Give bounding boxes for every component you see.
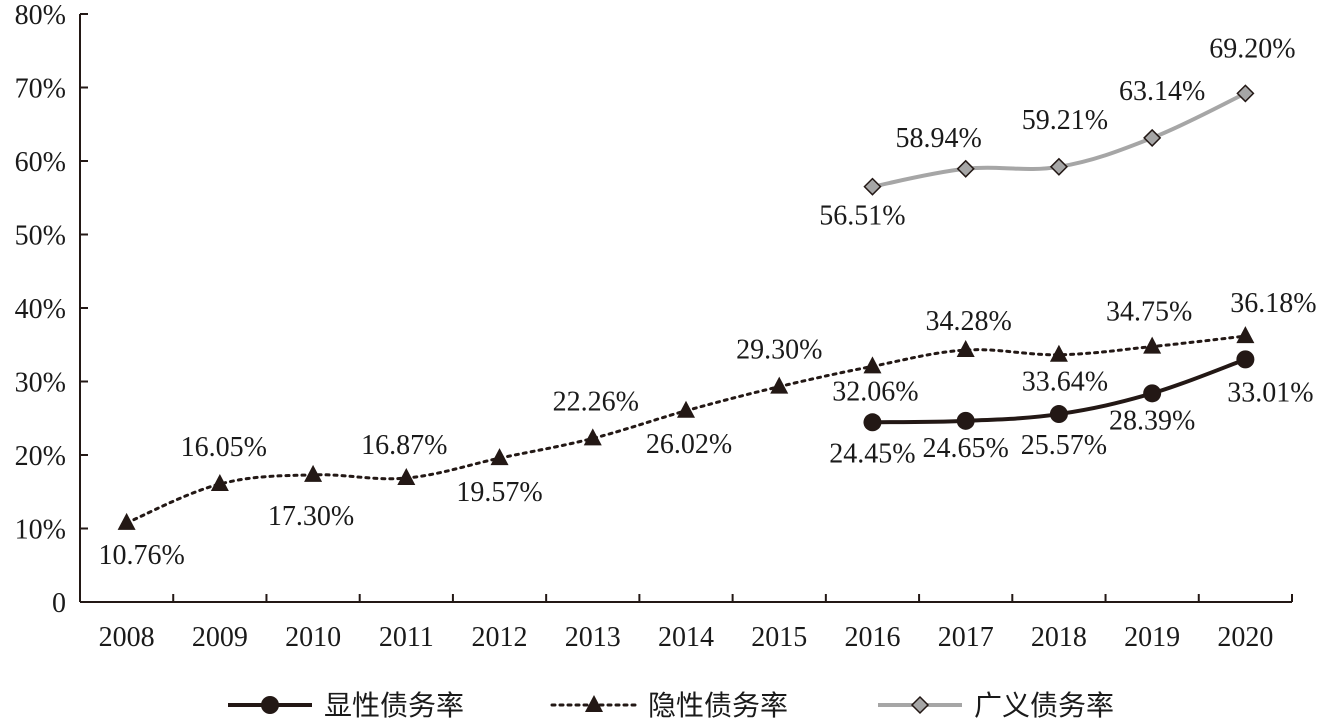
- series-marker-implicit: [956, 340, 975, 358]
- data-label-explicit: 24.65%: [923, 433, 1009, 464]
- series-marker-implicit: [1236, 326, 1255, 344]
- data-label-implicit: 10.76%: [98, 540, 184, 571]
- x-tick-label: 2016: [844, 622, 900, 653]
- data-label-broad: 59.21%: [1022, 105, 1108, 136]
- data-label-broad: 69.20%: [1209, 33, 1295, 64]
- y-tick-label: 60%: [15, 147, 66, 178]
- data-label-implicit: 32.06%: [832, 376, 918, 407]
- data-label-explicit: 25.57%: [1021, 430, 1107, 461]
- data-label-explicit: 28.39%: [1109, 405, 1195, 436]
- series-marker-implicit: [1143, 336, 1162, 354]
- series-marker-broad: [1143, 128, 1162, 147]
- y-tick-label: 0: [52, 588, 66, 619]
- series-marker-explicit: [1143, 384, 1162, 403]
- series-marker-explicit: [956, 411, 975, 430]
- legend: 显性债务率 隐性债务率 广义债务率: [228, 689, 1114, 720]
- x-tick-label: 2013: [565, 622, 621, 653]
- data-label-implicit: 19.57%: [456, 477, 542, 508]
- legend-marker-explicit: [261, 696, 279, 714]
- data-label-implicit: 34.75%: [1106, 297, 1192, 328]
- y-tick-label: 20%: [15, 441, 66, 472]
- data-label-implicit: 36.18%: [1230, 288, 1316, 319]
- series-marker-implicit: [304, 464, 323, 482]
- y-tick-label: 30%: [15, 368, 66, 399]
- series-marker-explicit: [1236, 350, 1255, 369]
- legend-marker-implicit: [585, 695, 603, 712]
- legend-label-broad: 广义债务率: [974, 689, 1114, 720]
- data-label-implicit: 29.30%: [736, 335, 822, 366]
- series-marker-implicit: [117, 512, 136, 530]
- x-tick-label: 2012: [472, 622, 528, 653]
- series-marker-implicit: [210, 474, 229, 492]
- x-tick-label: 2020: [1217, 622, 1273, 653]
- x-tick-label: 2010: [285, 622, 341, 653]
- y-tick-label: 80%: [15, 0, 66, 31]
- data-label-implicit: 26.02%: [646, 429, 732, 460]
- y-tick-label: 40%: [15, 294, 66, 325]
- data-label-implicit: 16.05%: [181, 432, 267, 463]
- series-marker-implicit: [583, 428, 602, 446]
- series-marker-implicit: [770, 376, 789, 394]
- series-marker-broad: [1049, 157, 1068, 176]
- data-label-explicit: 24.45%: [829, 438, 915, 469]
- legend-label-explicit: 显性债务率: [324, 689, 464, 720]
- series-marker-explicit: [863, 413, 882, 432]
- series-marker-explicit: [1049, 405, 1068, 424]
- x-tick-label: 2014: [658, 622, 714, 653]
- data-label-explicit: 33.01%: [1227, 377, 1313, 408]
- x-tick-label: 2018: [1031, 622, 1087, 653]
- data-label-implicit: 33.64%: [1022, 367, 1108, 398]
- data-label-implicit: 22.26%: [553, 386, 639, 417]
- x-tick-label: 2008: [99, 622, 155, 653]
- x-tick-label: 2011: [379, 622, 434, 653]
- data-label-broad: 63.14%: [1119, 76, 1205, 107]
- series-marker-broad: [863, 177, 882, 196]
- series-layer: [117, 84, 1255, 530]
- y-tick-label: 10%: [15, 515, 66, 546]
- series-marker-implicit: [397, 468, 416, 486]
- series-marker-broad: [1236, 84, 1255, 103]
- data-label-broad: 56.51%: [819, 201, 905, 232]
- axes: 0 10% 20% 30% 40% 50% 60% 70% 80% 2008 2009 2010 201…: [15, 0, 1293, 653]
- data-label-implicit: 17.30%: [268, 501, 354, 532]
- x-tick-label: 2019: [1124, 622, 1180, 653]
- x-tick-label: 2017: [938, 622, 994, 653]
- x-tick-label: 2015: [751, 622, 807, 653]
- series-marker-implicit: [677, 400, 695, 418]
- series-marker-broad: [956, 159, 975, 178]
- y-tick-label: 50%: [15, 221, 66, 252]
- series-marker-implicit: [490, 448, 509, 466]
- series-marker-implicit: [863, 356, 882, 374]
- legend-marker-broad: [910, 695, 930, 715]
- data-label-implicit: 34.28%: [926, 306, 1012, 337]
- x-tick-label: 2009: [192, 622, 248, 653]
- series-marker-implicit: [1049, 344, 1068, 362]
- y-tick-label: 70%: [15, 74, 66, 105]
- data-label-implicit: 16.87%: [361, 430, 447, 461]
- legend-label-implicit: 隐性债务率: [648, 689, 788, 720]
- data-labels: 24.45% 24.65% 25.57%28.39% 33.01% 10.76% 16.0…: [98, 33, 1316, 571]
- data-label-broad: 58.94%: [896, 123, 982, 154]
